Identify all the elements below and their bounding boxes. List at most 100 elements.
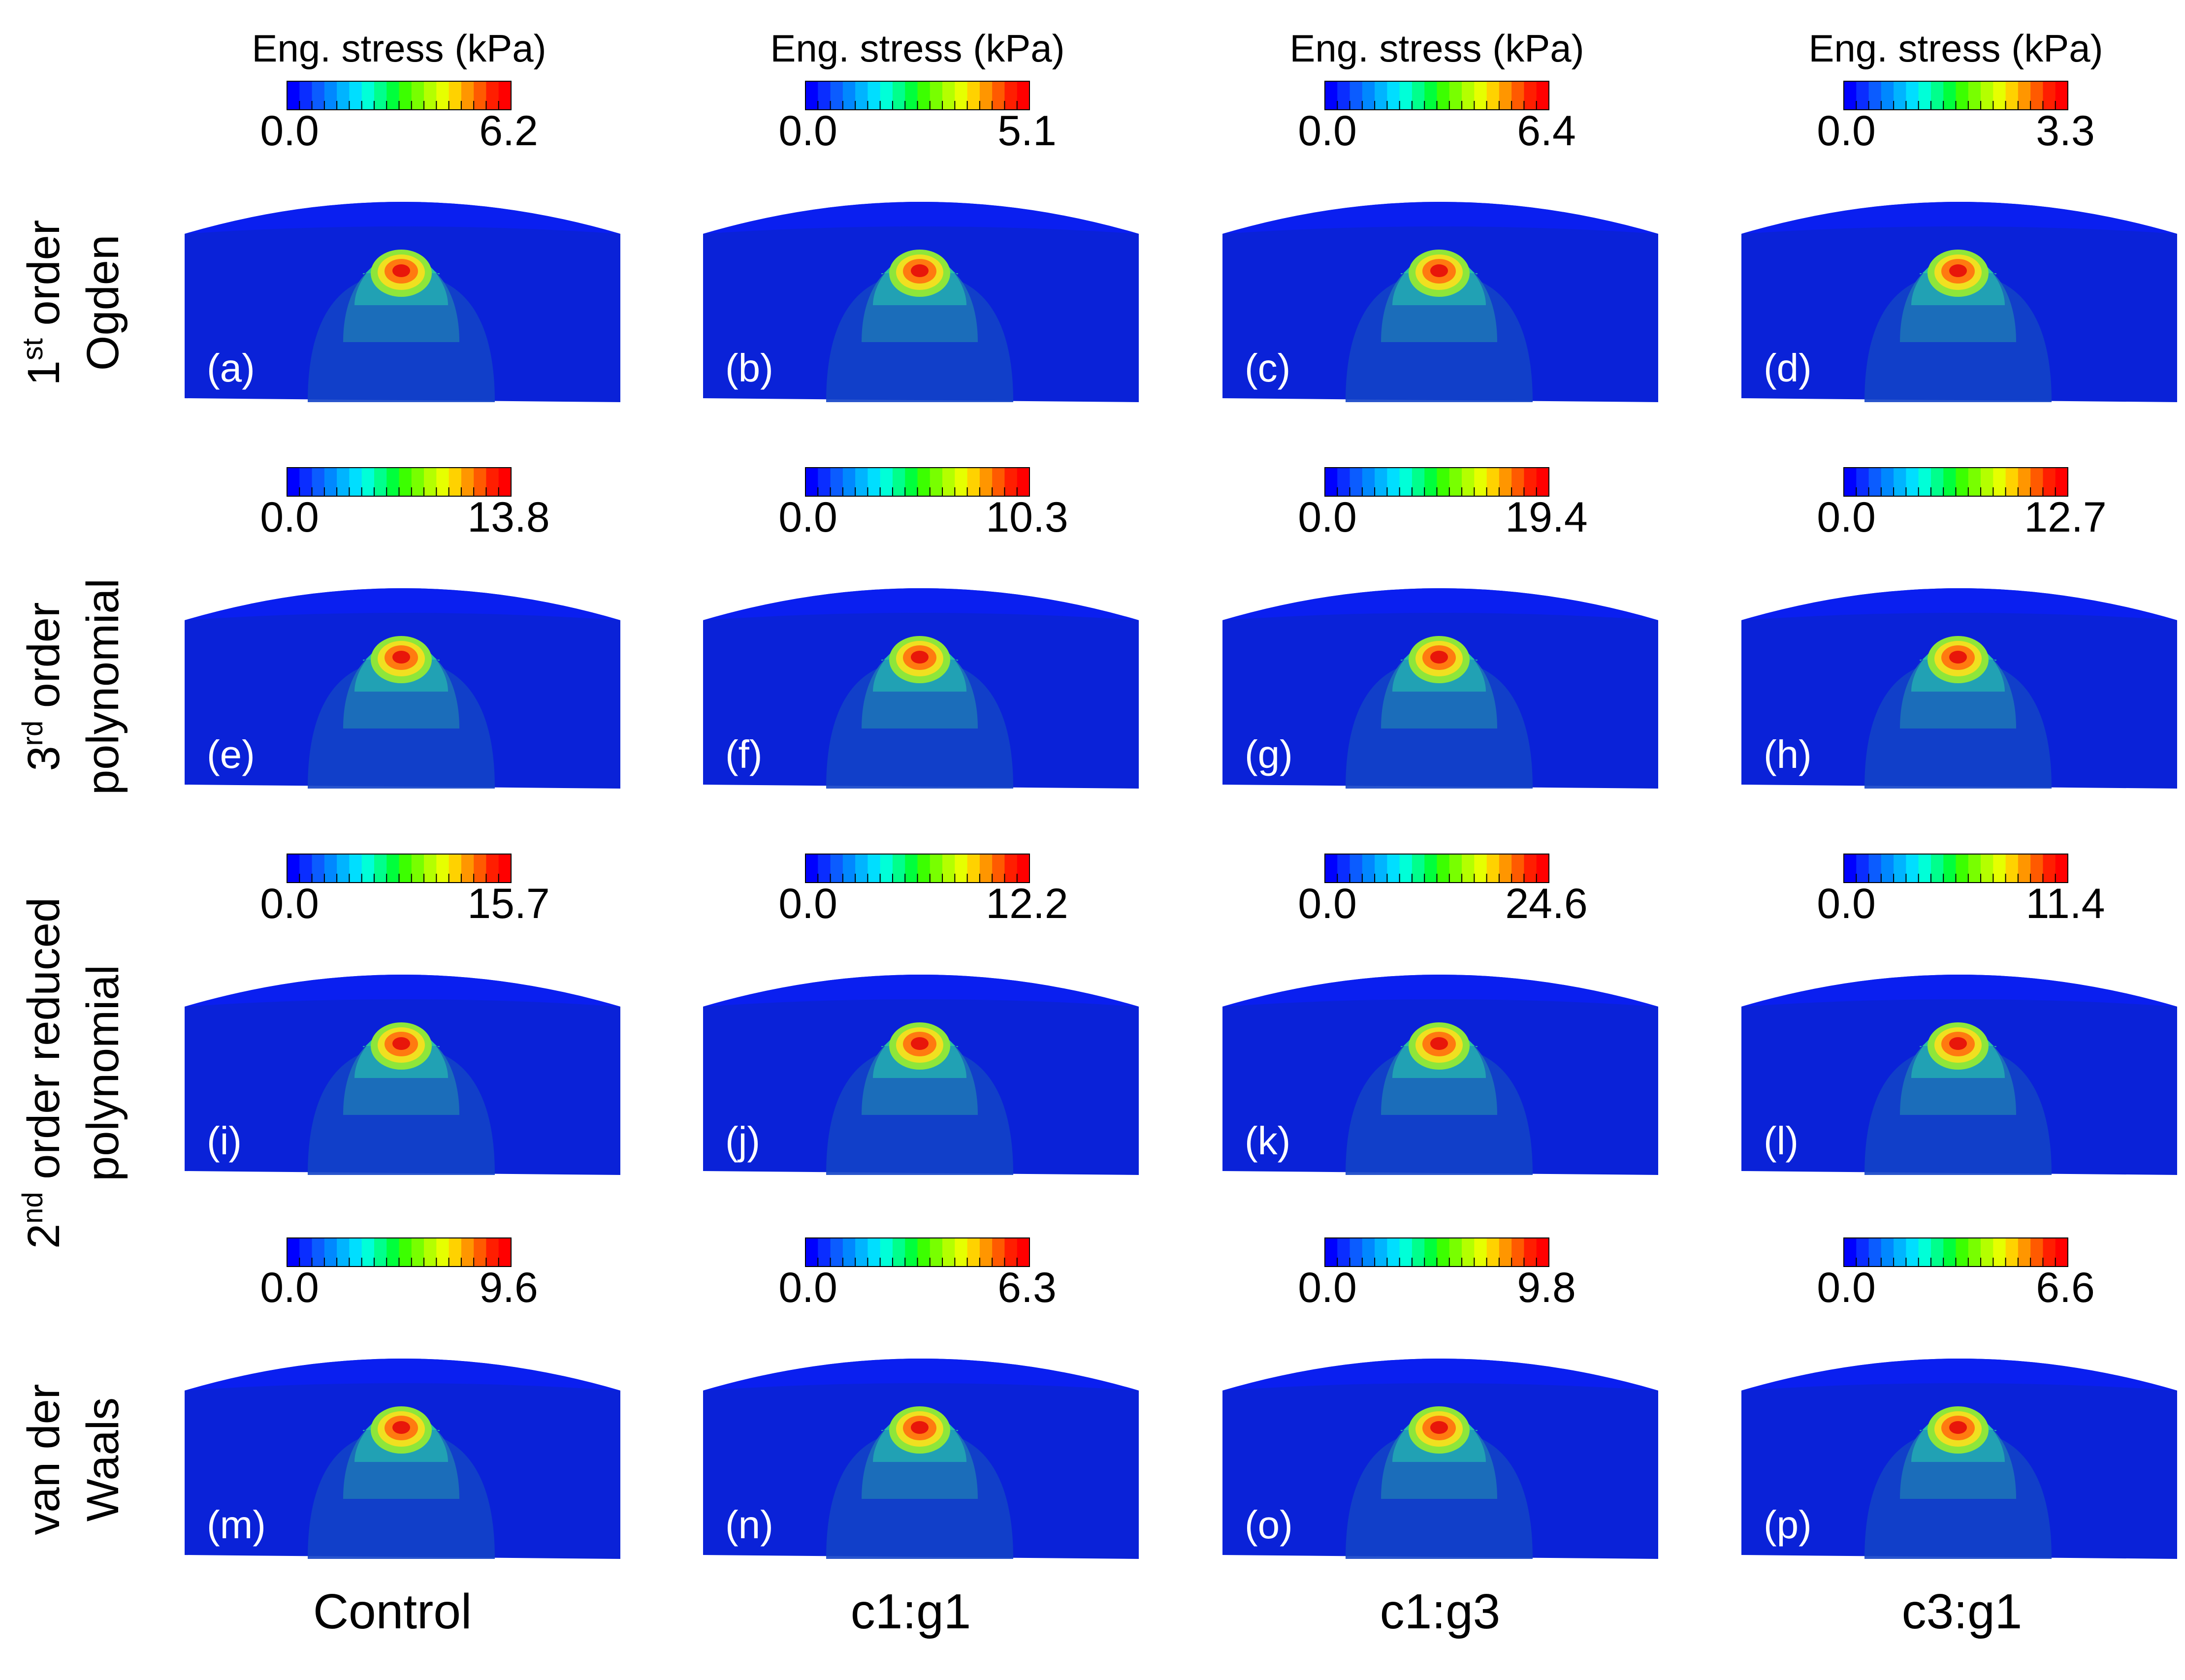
colorbar-segment bbox=[1906, 81, 1919, 110]
colorbar-segment bbox=[1894, 468, 1906, 496]
colorbar-max-label: 15.7 bbox=[467, 880, 549, 927]
colorbar-segment bbox=[868, 854, 881, 883]
row-label: 3rd order polynomial bbox=[17, 578, 128, 795]
colorbar-segment bbox=[498, 81, 512, 110]
colorbar-segment bbox=[1906, 1238, 1919, 1267]
colorbar-segment bbox=[979, 468, 993, 496]
colorbar-segment bbox=[917, 854, 931, 883]
colorbar-title: Eng. stress (kPa) bbox=[1289, 27, 1584, 70]
colorbar-segment bbox=[1536, 854, 1549, 883]
colorbar-segment bbox=[1412, 81, 1425, 110]
colorbar-segment bbox=[1325, 468, 1338, 496]
colorbar-segment bbox=[1844, 81, 1857, 110]
colorbar-segment bbox=[2018, 1238, 2031, 1267]
colorbar-segment bbox=[498, 854, 512, 883]
model-top-surface bbox=[703, 588, 1139, 620]
colorbar-segment bbox=[1437, 854, 1450, 883]
colorbar-segment bbox=[805, 1238, 818, 1267]
model-top-surface bbox=[185, 975, 620, 1007]
model-top-surface bbox=[1741, 202, 2177, 234]
colorbar-segment bbox=[436, 1238, 450, 1267]
colorbar-segment bbox=[1499, 1238, 1512, 1267]
colorbar-segment bbox=[2055, 81, 2068, 110]
row-label-sup: rd bbox=[17, 721, 49, 746]
colorbar-segment bbox=[486, 81, 499, 110]
row-label-line2: polynomial bbox=[78, 578, 128, 795]
colorbar-segment bbox=[436, 468, 450, 496]
colorbar-segment bbox=[474, 468, 486, 496]
panel-c: Eng. stress (kPa) 0.0 6.4 (c) bbox=[1222, 27, 1658, 402]
colorbar-segment bbox=[461, 468, 474, 496]
colorbar-segment bbox=[1017, 81, 1030, 110]
colorbar-segment bbox=[324, 468, 337, 496]
panel-e: 0.0 13.8 (e) bbox=[185, 467, 620, 789]
colorbar-segment bbox=[1474, 1238, 1487, 1267]
colorbar-segment bbox=[930, 81, 943, 110]
colorbar-segment bbox=[1462, 1238, 1475, 1267]
row-label-line2: Waals bbox=[78, 1397, 128, 1522]
row-label-sup: nd bbox=[17, 1192, 49, 1224]
colorbar-segment bbox=[386, 854, 399, 883]
colorbar-segment bbox=[1536, 81, 1549, 110]
colorbar-segment bbox=[1387, 1238, 1400, 1267]
colorbar-segment bbox=[842, 854, 856, 883]
colorbar: 0.0 11.4 bbox=[1817, 854, 2105, 927]
colorbar-min-label: 0.0 bbox=[1817, 494, 1876, 541]
fe-model: (c) bbox=[1222, 202, 1658, 402]
panel-letter: (g) bbox=[1245, 732, 1293, 776]
colorbar-max-label: 6.3 bbox=[997, 1264, 1057, 1311]
colorbar-segment bbox=[349, 1238, 362, 1267]
colorbar-segment bbox=[992, 468, 1005, 496]
colorbar-min-label: 0.0 bbox=[778, 1264, 837, 1311]
colorbar-segment bbox=[1930, 81, 1944, 110]
stress-peak bbox=[911, 264, 929, 277]
colorbar-segment bbox=[1449, 854, 1462, 883]
colorbar-segment bbox=[1437, 468, 1450, 496]
panel-g: 0.0 19.4 (g) bbox=[1222, 467, 1658, 789]
colorbar-segment bbox=[1337, 468, 1350, 496]
colorbar-segment bbox=[967, 468, 980, 496]
colorbar-segment bbox=[942, 81, 955, 110]
colorbar-segment bbox=[880, 854, 893, 883]
colorbar-segment bbox=[337, 854, 350, 883]
colorbar-max-label: 6.4 bbox=[1517, 107, 1576, 155]
colorbar-segment bbox=[361, 1238, 375, 1267]
model-top-surface bbox=[703, 1359, 1139, 1391]
colorbar: Eng. stress (kPa) 0.0 3.3 bbox=[1808, 27, 2103, 155]
colorbar-segment bbox=[1325, 1238, 1338, 1267]
fe-model: (f) bbox=[703, 588, 1139, 789]
colorbar-segment bbox=[1399, 1238, 1413, 1267]
colorbar-segment bbox=[312, 81, 325, 110]
fe-model: (n) bbox=[703, 1359, 1139, 1559]
colorbar-segment bbox=[374, 468, 387, 496]
colorbar-segment bbox=[855, 854, 868, 883]
colorbar-segment bbox=[498, 1238, 512, 1267]
colorbar-segment bbox=[2018, 468, 2031, 496]
model-top-surface bbox=[1741, 1359, 2177, 1391]
colorbar-segment bbox=[1412, 854, 1425, 883]
colorbar-segment bbox=[1017, 854, 1030, 883]
colorbar-segment bbox=[1499, 468, 1512, 496]
colorbar-segment bbox=[374, 81, 387, 110]
colorbar-segment bbox=[1424, 1238, 1437, 1267]
colorbar-segment bbox=[1511, 81, 1524, 110]
colorbar-segment bbox=[905, 1238, 918, 1267]
colorbar-segment bbox=[349, 854, 362, 883]
colorbar-segment bbox=[2018, 81, 2031, 110]
colorbar-segment bbox=[1424, 81, 1437, 110]
colorbar-max-label: 24.6 bbox=[1505, 880, 1587, 927]
stress-peak bbox=[1430, 1421, 1448, 1434]
row-label-line1: van der bbox=[19, 1384, 69, 1535]
fe-model: (k) bbox=[1222, 975, 1658, 1175]
colorbar-segment bbox=[1412, 468, 1425, 496]
colorbar-max-label: 6.6 bbox=[2036, 1264, 2095, 1311]
colorbar: 0.0 10.3 bbox=[778, 467, 1068, 541]
colorbar-segment bbox=[1968, 81, 1981, 110]
colorbar-max-label: 9.8 bbox=[1517, 1264, 1576, 1311]
colorbar-min-label: 0.0 bbox=[260, 494, 319, 541]
colorbar-segment bbox=[1387, 81, 1400, 110]
fe-model: (j) bbox=[703, 975, 1139, 1175]
colorbar: 0.0 24.6 bbox=[1298, 854, 1588, 927]
colorbar-segment bbox=[1993, 854, 2006, 883]
